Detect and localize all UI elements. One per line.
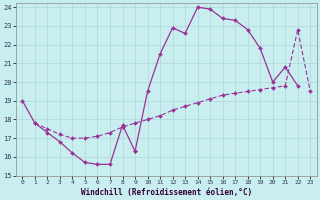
X-axis label: Windchill (Refroidissement éolien,°C): Windchill (Refroidissement éolien,°C)	[81, 188, 252, 197]
